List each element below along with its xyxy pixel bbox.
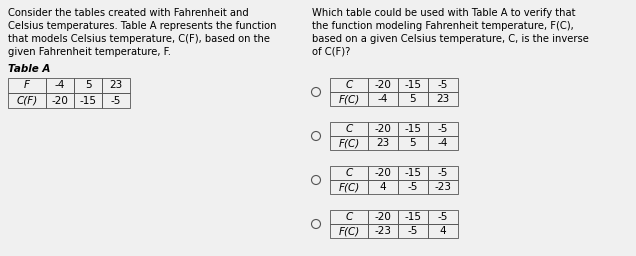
Text: F(C): F(C) bbox=[338, 182, 359, 192]
Text: -20: -20 bbox=[375, 168, 391, 178]
Bar bbox=[398, 166, 428, 180]
Bar bbox=[398, 92, 428, 106]
Bar bbox=[398, 122, 428, 136]
Text: Celsius temperatures. Table A represents the function: Celsius temperatures. Table A represents… bbox=[8, 21, 277, 31]
Text: -5: -5 bbox=[408, 226, 418, 236]
Bar bbox=[102, 78, 130, 93]
Bar bbox=[330, 224, 368, 238]
Bar bbox=[330, 136, 368, 150]
Bar bbox=[428, 136, 458, 150]
Text: -15: -15 bbox=[80, 95, 97, 105]
Text: -15: -15 bbox=[404, 168, 422, 178]
Bar bbox=[398, 136, 428, 150]
Bar bbox=[398, 78, 428, 92]
Bar bbox=[428, 166, 458, 180]
Text: F: F bbox=[24, 80, 30, 91]
Text: -15: -15 bbox=[404, 80, 422, 90]
Text: -5: -5 bbox=[438, 80, 448, 90]
Bar bbox=[102, 93, 130, 108]
Text: -5: -5 bbox=[438, 168, 448, 178]
Bar bbox=[46, 78, 74, 93]
Text: -5: -5 bbox=[408, 182, 418, 192]
Text: given Fahrenheit temperature, F.: given Fahrenheit temperature, F. bbox=[8, 47, 171, 57]
Bar bbox=[428, 78, 458, 92]
Text: 23: 23 bbox=[377, 138, 390, 148]
Bar bbox=[368, 122, 398, 136]
Text: C(F): C(F) bbox=[17, 95, 38, 105]
Bar bbox=[428, 224, 458, 238]
Text: -5: -5 bbox=[438, 212, 448, 222]
Text: -4: -4 bbox=[378, 94, 388, 104]
Text: -15: -15 bbox=[404, 124, 422, 134]
Text: that models Celsius temperature, C(F), based on the: that models Celsius temperature, C(F), b… bbox=[8, 34, 270, 44]
Bar bbox=[368, 92, 398, 106]
Text: 5: 5 bbox=[410, 138, 417, 148]
Bar bbox=[330, 92, 368, 106]
Bar bbox=[398, 210, 428, 224]
Text: 23: 23 bbox=[436, 94, 450, 104]
Text: -20: -20 bbox=[375, 212, 391, 222]
Text: 4: 4 bbox=[439, 226, 446, 236]
Text: C: C bbox=[345, 80, 352, 90]
Bar bbox=[368, 136, 398, 150]
Bar bbox=[368, 78, 398, 92]
Text: Consider the tables created with Fahrenheit and: Consider the tables created with Fahrenh… bbox=[8, 8, 249, 18]
Text: -20: -20 bbox=[375, 80, 391, 90]
Bar bbox=[398, 224, 428, 238]
Text: F(C): F(C) bbox=[338, 226, 359, 236]
Bar bbox=[368, 166, 398, 180]
Bar bbox=[428, 92, 458, 106]
Text: 23: 23 bbox=[109, 80, 123, 91]
Text: 5: 5 bbox=[410, 94, 417, 104]
Bar bbox=[428, 180, 458, 194]
Bar bbox=[398, 180, 428, 194]
Text: -23: -23 bbox=[434, 182, 452, 192]
Text: Table A: Table A bbox=[8, 64, 50, 74]
Text: -5: -5 bbox=[111, 95, 121, 105]
Bar bbox=[428, 122, 458, 136]
Text: -20: -20 bbox=[375, 124, 391, 134]
Bar bbox=[330, 210, 368, 224]
Text: -15: -15 bbox=[404, 212, 422, 222]
Bar bbox=[330, 78, 368, 92]
Bar bbox=[74, 78, 102, 93]
Bar bbox=[368, 180, 398, 194]
Bar bbox=[428, 210, 458, 224]
Bar bbox=[8, 93, 46, 108]
Bar bbox=[368, 210, 398, 224]
Text: C: C bbox=[345, 168, 352, 178]
Bar bbox=[46, 93, 74, 108]
Text: 4: 4 bbox=[380, 182, 386, 192]
Text: the function modeling Fahrenheit temperature, F(C),: the function modeling Fahrenheit tempera… bbox=[312, 21, 574, 31]
Text: -4: -4 bbox=[438, 138, 448, 148]
Text: -20: -20 bbox=[52, 95, 69, 105]
Bar bbox=[368, 224, 398, 238]
Text: based on a given Celsius temperature, C, is the inverse: based on a given Celsius temperature, C,… bbox=[312, 34, 589, 44]
Bar bbox=[74, 93, 102, 108]
Text: of C(F)?: of C(F)? bbox=[312, 47, 350, 57]
Bar bbox=[330, 122, 368, 136]
Text: F(C): F(C) bbox=[338, 94, 359, 104]
Text: -4: -4 bbox=[55, 80, 65, 91]
Bar bbox=[330, 166, 368, 180]
Text: Which table could be used with Table A to verify that: Which table could be used with Table A t… bbox=[312, 8, 576, 18]
Text: 5: 5 bbox=[85, 80, 92, 91]
Text: -23: -23 bbox=[375, 226, 392, 236]
Bar bbox=[8, 78, 46, 93]
Text: -5: -5 bbox=[438, 124, 448, 134]
Bar bbox=[330, 180, 368, 194]
Text: C: C bbox=[345, 124, 352, 134]
Text: F(C): F(C) bbox=[338, 138, 359, 148]
Text: C: C bbox=[345, 212, 352, 222]
